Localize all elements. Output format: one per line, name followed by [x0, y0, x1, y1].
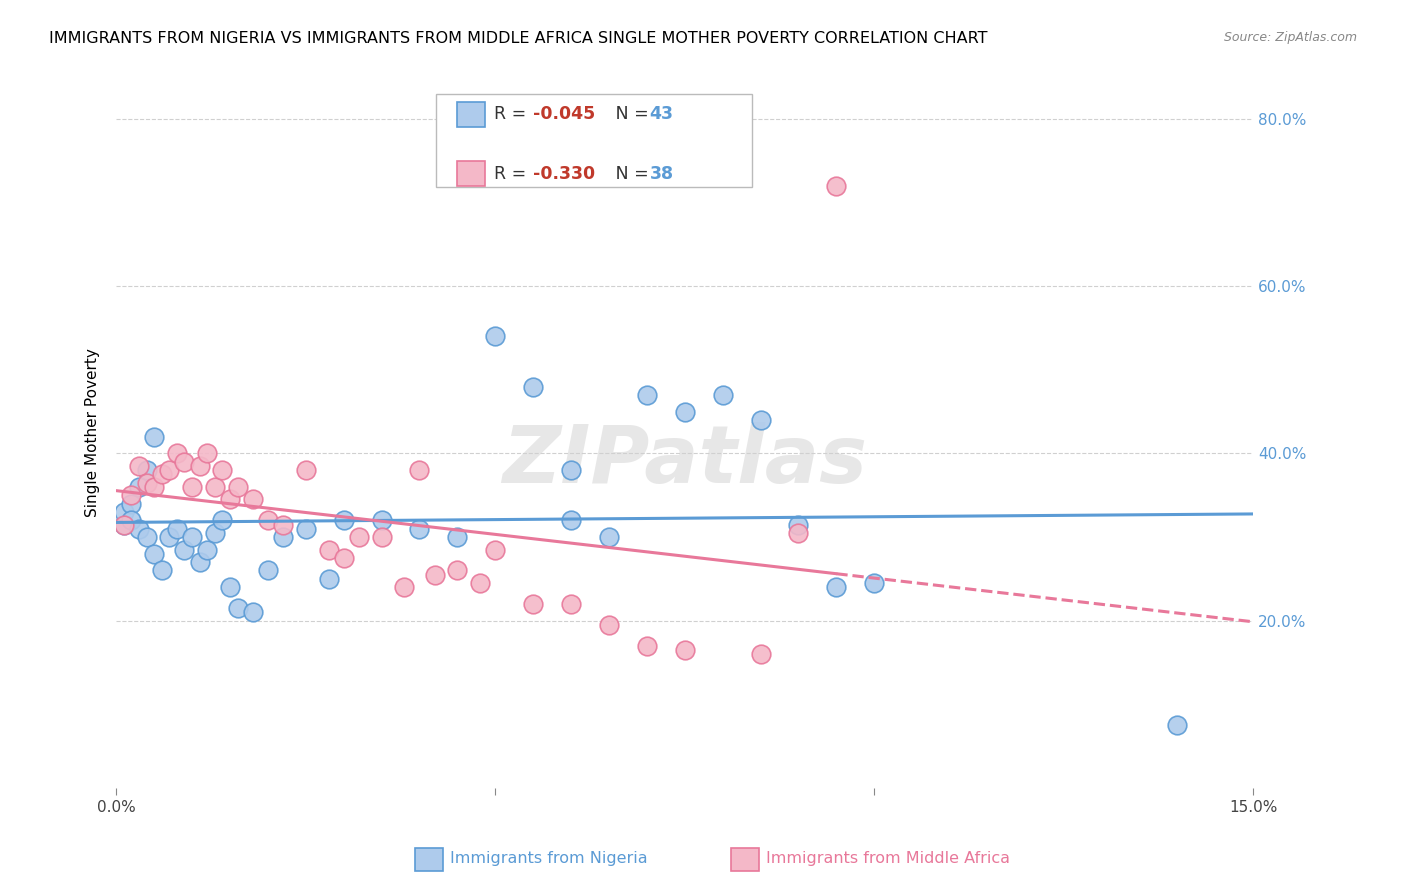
Text: N =: N = — [599, 105, 654, 123]
Point — [271, 517, 294, 532]
Point — [318, 572, 340, 586]
Point — [522, 597, 544, 611]
Point — [484, 542, 506, 557]
Point — [370, 513, 392, 527]
Point — [173, 542, 195, 557]
Point — [150, 467, 173, 482]
Point — [522, 379, 544, 393]
Point — [120, 513, 142, 527]
Point — [271, 530, 294, 544]
Point — [204, 525, 226, 540]
Point — [825, 580, 848, 594]
Point — [294, 522, 316, 536]
Point — [468, 576, 491, 591]
Point — [408, 463, 430, 477]
Text: -0.330: -0.330 — [533, 165, 595, 183]
Point — [242, 605, 264, 619]
Point — [1166, 718, 1188, 732]
Text: ZIPatlas: ZIPatlas — [502, 422, 868, 500]
Y-axis label: Single Mother Poverty: Single Mother Poverty — [86, 348, 100, 517]
Point — [242, 492, 264, 507]
Point — [347, 530, 370, 544]
Point — [825, 179, 848, 194]
Point — [128, 458, 150, 473]
Point — [787, 517, 810, 532]
Point — [863, 576, 886, 591]
Text: Immigrants from Middle Africa: Immigrants from Middle Africa — [766, 851, 1011, 865]
Point — [370, 530, 392, 544]
Point — [150, 564, 173, 578]
Point — [673, 405, 696, 419]
Point — [181, 480, 204, 494]
Point — [423, 567, 446, 582]
Point — [211, 463, 233, 477]
Point — [195, 446, 218, 460]
Point — [128, 480, 150, 494]
Text: R =: R = — [494, 105, 531, 123]
Point — [598, 530, 620, 544]
Text: IMMIGRANTS FROM NIGERIA VS IMMIGRANTS FROM MIDDLE AFRICA SINGLE MOTHER POVERTY C: IMMIGRANTS FROM NIGERIA VS IMMIGRANTS FR… — [49, 31, 987, 46]
Point — [128, 522, 150, 536]
Point — [446, 564, 468, 578]
Text: N =: N = — [599, 165, 654, 183]
Point — [294, 463, 316, 477]
Point — [143, 480, 166, 494]
Point — [257, 513, 280, 527]
Point — [219, 492, 242, 507]
Point — [332, 513, 354, 527]
Point — [188, 458, 211, 473]
Text: R =: R = — [494, 165, 531, 183]
Point — [787, 525, 810, 540]
Point — [673, 643, 696, 657]
Point — [219, 580, 242, 594]
Point — [560, 463, 582, 477]
Point — [560, 597, 582, 611]
Point — [257, 564, 280, 578]
Point — [112, 517, 135, 532]
Point — [173, 455, 195, 469]
Point — [120, 497, 142, 511]
Point — [484, 329, 506, 343]
Point — [157, 530, 180, 544]
Point — [394, 580, 416, 594]
Text: Immigrants from Nigeria: Immigrants from Nigeria — [450, 851, 648, 865]
Point — [226, 601, 249, 615]
Text: Source: ZipAtlas.com: Source: ZipAtlas.com — [1223, 31, 1357, 45]
Point — [135, 530, 157, 544]
Text: 43: 43 — [650, 105, 673, 123]
Point — [166, 522, 188, 536]
Point — [120, 488, 142, 502]
Point — [749, 647, 772, 661]
Text: 38: 38 — [650, 165, 673, 183]
Point — [636, 388, 658, 402]
Point — [188, 555, 211, 569]
Point — [143, 430, 166, 444]
Point — [181, 530, 204, 544]
Point — [166, 446, 188, 460]
Text: -0.045: -0.045 — [533, 105, 595, 123]
Point — [749, 413, 772, 427]
Point — [204, 480, 226, 494]
Point — [143, 547, 166, 561]
Point — [598, 617, 620, 632]
Point — [408, 522, 430, 536]
Point — [711, 388, 734, 402]
Point — [560, 513, 582, 527]
Point — [195, 542, 218, 557]
Point — [135, 475, 157, 490]
Point — [112, 505, 135, 519]
Point — [332, 551, 354, 566]
Point — [636, 639, 658, 653]
Point — [211, 513, 233, 527]
Point — [318, 542, 340, 557]
Point — [112, 517, 135, 532]
Point — [135, 463, 157, 477]
Point — [446, 530, 468, 544]
Point — [226, 480, 249, 494]
Point — [157, 463, 180, 477]
